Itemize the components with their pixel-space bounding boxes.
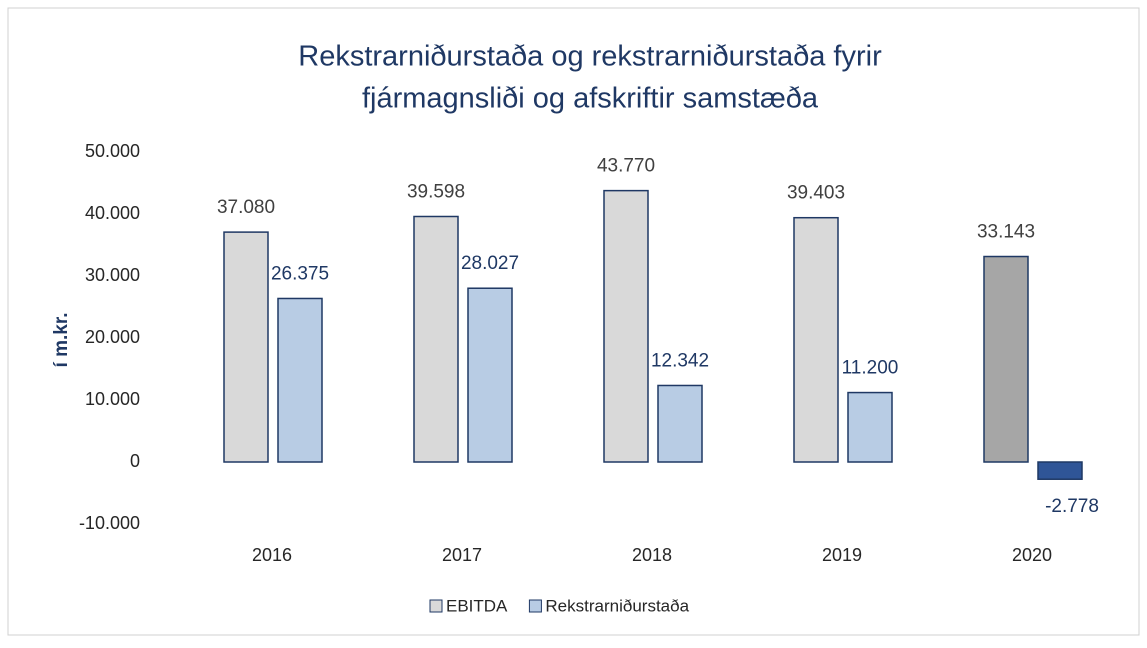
data-label: -2.778 [1045,496,1099,517]
chart-title: fjármagnsliði og afskriftir samstæða [362,83,819,115]
bar [413,215,459,463]
y-tick-label: 0 [130,451,140,471]
bar [657,384,703,463]
bar [603,189,649,463]
data-label: 39.403 [787,183,845,204]
y-tick-label: 50.000 [85,141,140,161]
x-tick-label: 2020 [1012,545,1052,565]
y-tick-label: 10.000 [85,389,140,409]
data-label: 33.143 [977,222,1035,243]
data-label: 28.027 [461,253,519,274]
y-tick-label: 20.000 [85,327,140,347]
data-label: 39.598 [407,182,465,203]
x-tick-label: 2018 [632,545,672,565]
x-tick-label: 2016 [252,545,292,565]
bar [983,255,1029,463]
data-label: 12.342 [651,350,709,371]
data-label: 26.375 [271,263,329,284]
y-tick-label: -10.000 [79,513,140,533]
bar [277,297,323,463]
legend-label: EBITDA [446,596,508,615]
x-tick-label: 2019 [822,545,862,565]
bar [847,391,893,463]
x-tick-label: 2017 [442,545,482,565]
chart-title: Rekstrarniðurstaða og rekstrarniðurstaða… [298,41,882,73]
bar [467,287,513,463]
y-tick-label: 40.000 [85,203,140,223]
bar [1037,461,1083,480]
data-label: 11.200 [842,358,899,379]
legend-swatch [429,599,443,613]
bar [223,231,269,463]
data-label: 43.770 [597,156,655,177]
y-tick-label: 30.000 [85,265,140,285]
data-label: 37.080 [217,197,275,218]
y-axis-label: í m.kr. [51,313,72,368]
bar [793,216,839,463]
legend-swatch [528,599,542,613]
chart-border [7,7,1140,636]
legend-label: Rekstrarniðurstaða [545,596,689,615]
